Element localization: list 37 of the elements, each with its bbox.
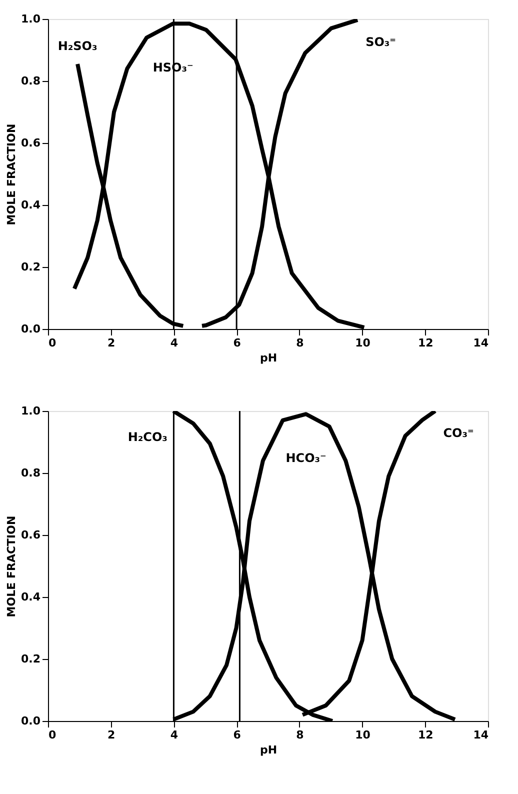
y-tick-label: 0.4: [21, 198, 41, 212]
x-tick-label: 0: [48, 728, 56, 742]
y-tick-label: 1.0: [21, 12, 41, 26]
y-tick-label: 0.2: [21, 652, 40, 666]
y-axis-title: MOLE FRACTION: [5, 124, 18, 226]
x-tick-label: 6: [233, 336, 242, 350]
x-tick-label: 10: [355, 728, 371, 742]
x-tick-label: 2: [108, 728, 116, 742]
y-tick-label: 0.6: [21, 136, 41, 150]
y-tick-label: 0.8: [21, 74, 40, 88]
x-tick-label: 12: [418, 728, 434, 742]
x-tick-label: 12: [418, 336, 434, 350]
x-tick-label: 10: [355, 336, 371, 350]
x-tick-label: 2: [108, 336, 116, 350]
y-tick-label: 0.2: [21, 260, 40, 274]
series-label: HCO₃⁻: [286, 451, 326, 466]
y-tick-label: 1.0: [21, 404, 41, 418]
series-label: H₂CO₃: [128, 430, 168, 444]
y-tick-label: 0.4: [21, 590, 41, 604]
x-tick-label: 8: [296, 728, 304, 742]
y-axis-title: MOLE FRACTION: [5, 516, 18, 618]
series-label: CO₃⁼: [443, 426, 474, 440]
y-tick-label: 0.8: [21, 466, 40, 480]
x-tick-label: 14: [473, 336, 489, 350]
series-label: SO₃⁼: [366, 34, 396, 49]
y-tick-label: 0.0: [21, 714, 41, 728]
x-tick-label: 4: [170, 336, 178, 350]
x-axis-title: pH: [260, 352, 278, 364]
x-axis-title: pH: [260, 744, 278, 756]
y-tick-label: 0.0: [21, 322, 41, 336]
y-tick-label: 0.6: [21, 528, 41, 542]
x-tick-label: 8: [296, 336, 304, 350]
x-tick-label: 0: [48, 336, 56, 350]
series-label: H₂SO₃: [58, 38, 98, 53]
x-tick-label: 14: [473, 728, 489, 742]
x-tick-label: 4: [170, 728, 178, 742]
x-tick-label: 6: [233, 728, 242, 742]
